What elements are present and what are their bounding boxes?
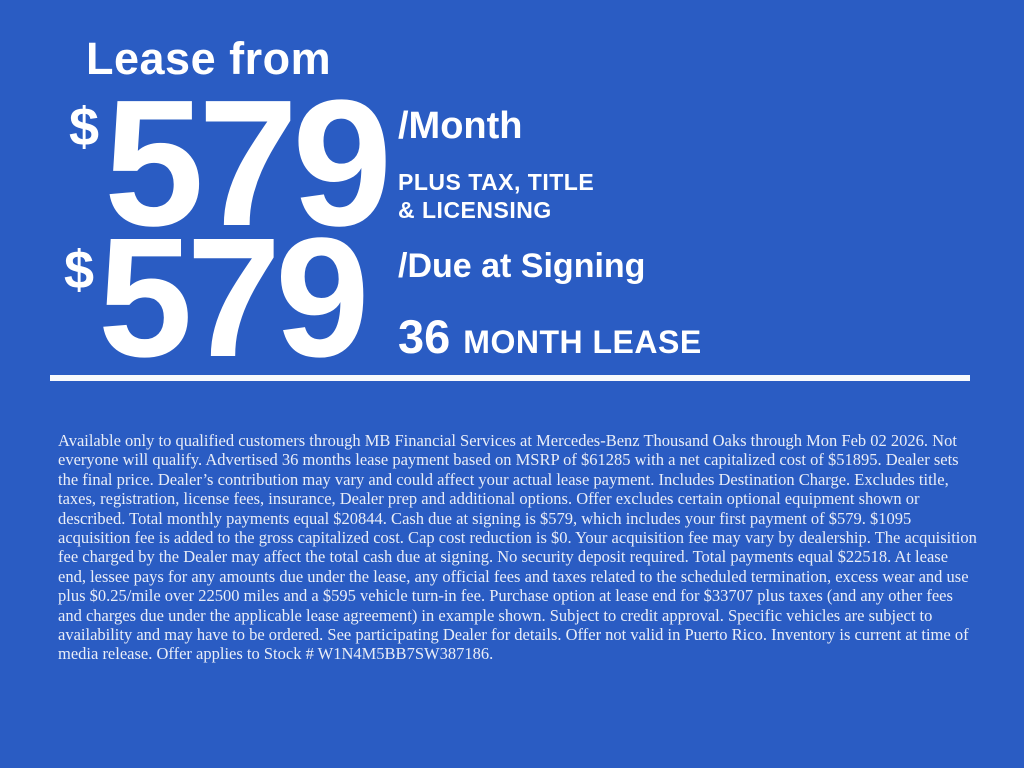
signing-currency-symbol: $ xyxy=(64,240,95,300)
monthly-amount: 579 xyxy=(104,63,392,264)
lease-term: 36 MONTH LEASE xyxy=(398,309,702,364)
note-line-2: & LICENSING xyxy=(398,196,552,223)
tax-title-licensing-note: PLUS TAX, TITLE & LICENSING xyxy=(398,168,594,224)
signing-offer-details: /Due at Signing 36 MONTH LEASE xyxy=(398,247,702,364)
note-line-1: PLUS TAX, TITLE xyxy=(398,168,595,195)
monthly-currency-symbol: $ xyxy=(69,97,100,157)
due-at-signing-amount: 579 xyxy=(98,203,370,393)
banner-title: Lease from xyxy=(86,33,332,84)
lease-term-label: MONTH LEASE xyxy=(463,324,702,361)
due-at-signing-label: /Due at Signing xyxy=(398,247,646,285)
lease-term-number: 36 xyxy=(398,310,451,364)
per-month-label: /Month xyxy=(398,105,523,147)
monthly-offer-details: /Month PLUS TAX, TITLE & LICENSING xyxy=(398,105,594,224)
legal-disclaimer-text: Available only to qualified customers th… xyxy=(58,431,977,664)
horizontal-divider xyxy=(50,375,970,381)
